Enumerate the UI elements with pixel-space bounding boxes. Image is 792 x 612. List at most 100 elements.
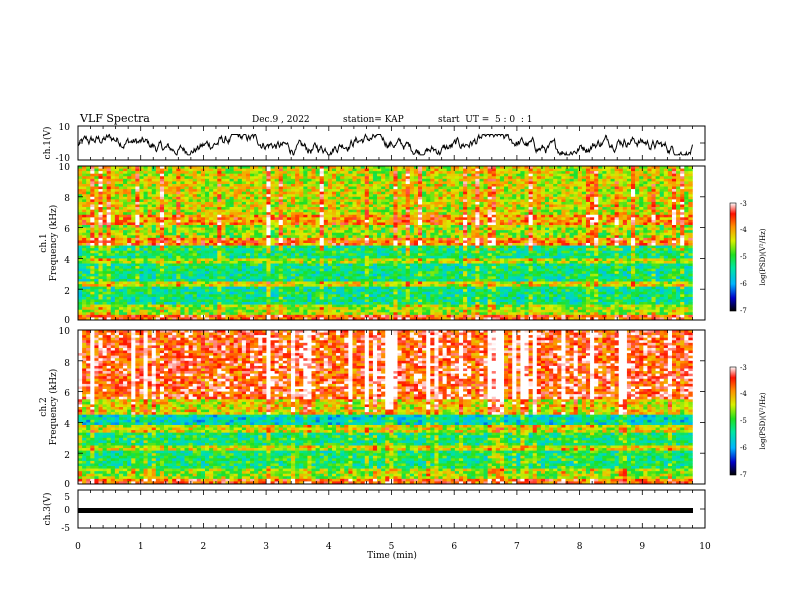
spectrogram-cell — [233, 243, 239, 246]
spectrogram-cell — [602, 199, 607, 203]
spectrogram-cell — [274, 245, 280, 249]
spectrogram-cell — [504, 217, 509, 221]
spectrogram-cell — [422, 196, 427, 200]
spectrogram-cell — [90, 243, 95, 246]
spectrogram-cell — [405, 173, 411, 177]
spectrogram-cell — [520, 166, 525, 169]
spectrogram-cell — [315, 196, 320, 200]
spectrogram-cell — [123, 219, 128, 223]
spectrogram-cell — [536, 235, 542, 239]
spectrogram-cell — [278, 240, 284, 244]
spectrogram-cell — [553, 237, 558, 241]
spectrogram-cell — [610, 204, 615, 208]
spectrogram-cell — [213, 183, 218, 187]
spectrogram-cell — [553, 176, 558, 180]
spectrogram-cell — [540, 176, 546, 180]
spectrogram-cell — [372, 196, 378, 200]
spectrogram-cell — [569, 181, 574, 185]
spectrogram-cell — [168, 189, 173, 192]
spectrogram-cell — [524, 186, 529, 190]
spectrogram-cell — [311, 222, 316, 226]
spectrogram-cell — [688, 219, 693, 223]
spectrogram-cell — [372, 217, 378, 221]
spectrogram-cell — [147, 199, 153, 203]
spectrogram-cell — [155, 209, 161, 213]
spectrogram-cell — [467, 232, 472, 236]
spectrogram-cell — [106, 207, 112, 210]
spectrogram-cell — [446, 166, 452, 169]
spectrogram-cell — [430, 186, 435, 190]
spectrogram-cell — [229, 178, 234, 182]
spectrogram-cell — [532, 173, 538, 177]
spectrogram-cell — [381, 240, 386, 244]
spectrogram-cell — [475, 217, 480, 221]
spectrogram-cell — [196, 183, 202, 187]
spectrogram-cell — [655, 183, 660, 187]
spectrogram-cell — [118, 178, 124, 182]
spectrogram-cell — [614, 207, 620, 210]
spectrogram-cell — [282, 166, 288, 169]
spectrogram-cell — [643, 240, 648, 244]
spectrogram-cell — [319, 243, 325, 246]
spectrogram-cell — [557, 214, 562, 218]
spectrogram-cell — [655, 243, 660, 246]
spectrogram-cell — [475, 243, 480, 246]
spectrogram-cell — [78, 232, 83, 236]
spectrogram-cell — [626, 225, 632, 228]
spectrogram-cell — [286, 222, 292, 226]
spectrogram-cell — [434, 194, 439, 198]
spectrogram-cell — [393, 209, 398, 213]
spectrogram-cell — [180, 201, 185, 205]
spectrogram-cell — [143, 222, 148, 226]
spectrogram-cell — [102, 191, 107, 195]
spectrogram-cell — [610, 209, 615, 213]
spectrogram-cell — [516, 199, 521, 203]
spectrogram-cell — [254, 171, 259, 174]
spectrogram-cell — [577, 201, 583, 205]
spectrogram-cell — [164, 219, 169, 223]
spectrogram-cell — [610, 186, 615, 190]
spectrogram-cell — [323, 204, 329, 208]
spectrogram-cell — [258, 232, 263, 236]
spectrogram-cell — [217, 178, 222, 182]
spectrogram-cell — [250, 171, 255, 174]
spectrogram-cell — [569, 204, 574, 208]
spectrogram-cell — [643, 196, 648, 200]
spectrogram-cell — [360, 171, 366, 174]
spectrogram-cell — [155, 217, 161, 221]
spectrogram-cell — [282, 204, 288, 208]
spectrogram-cell — [594, 194, 599, 198]
spectrogram-cell — [663, 212, 669, 216]
spectrogram-cell — [544, 232, 550, 236]
spectrogram-cell — [405, 212, 411, 216]
spectrogram-cell — [164, 176, 169, 180]
spectrogram-cell — [221, 166, 226, 169]
spectrogram-cell — [172, 230, 177, 234]
spectrogram-cell — [340, 245, 345, 249]
spectrogram-cell — [286, 217, 292, 221]
spectrogram-cell — [483, 225, 488, 228]
spectrogram-cell — [438, 243, 443, 246]
spectrogram-cell — [135, 227, 140, 231]
spectrogram-cell — [549, 199, 554, 203]
spectrogram-cell — [483, 178, 488, 182]
spectrogram-cell — [393, 181, 398, 185]
spectrogram-cell — [213, 171, 218, 174]
spectrogram-cell — [655, 232, 660, 236]
spectrogram-cell — [164, 183, 169, 187]
spectrogram-cell — [598, 176, 603, 180]
spectrogram-cell — [508, 166, 513, 169]
spectrogram-cell — [590, 243, 595, 246]
spectrogram-cell — [684, 181, 689, 185]
spectrogram-cell — [430, 243, 435, 246]
spectrogram-cell — [278, 168, 284, 172]
spectrogram-cell — [106, 235, 112, 239]
spectrogram-cell — [684, 176, 689, 180]
spectrogram-cell — [131, 207, 136, 210]
spectrogram-cell — [164, 240, 169, 244]
spectrogram-cell — [483, 181, 488, 185]
spectrogram-cell — [463, 245, 468, 249]
spectrogram-cell — [204, 217, 210, 221]
spectrogram-cell — [213, 176, 218, 180]
spectrogram-cell — [438, 237, 443, 241]
